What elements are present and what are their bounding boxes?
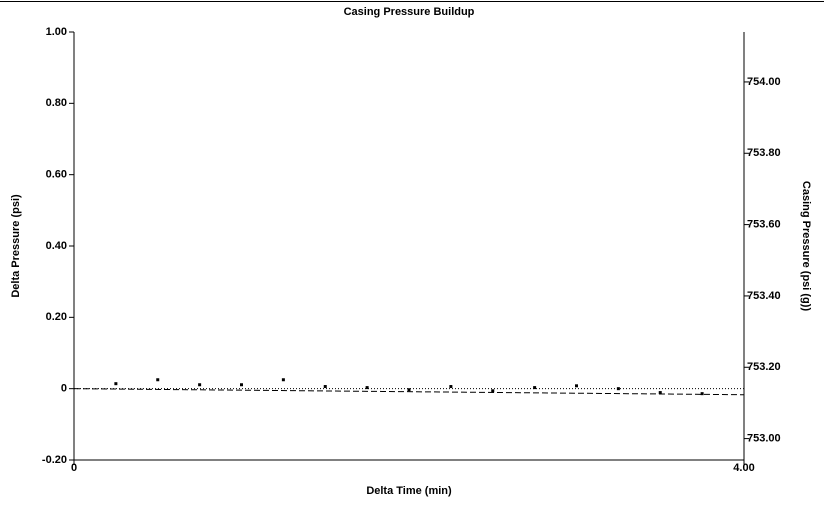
y-tick-label: 0.40: [46, 240, 67, 252]
x-tick-label: 0: [71, 462, 77, 474]
trend-line: [73, 388, 745, 396]
x-axis-label: Delta Time (min): [366, 485, 452, 497]
x-tick-label: 4.00: [733, 462, 754, 474]
data-point: [449, 385, 453, 389]
data-point: [156, 378, 160, 382]
y2-tick-label: 753.00: [747, 433, 781, 445]
y2-tick-label: 753.80: [747, 147, 781, 159]
data-point: [533, 386, 537, 390]
y-tick-label: 1.00: [46, 26, 67, 38]
y-axis-label: Delta Pressure (psi): [10, 194, 22, 298]
y2-tick-label: 754.00: [747, 76, 781, 88]
data-point: [491, 389, 495, 393]
data-point: [658, 391, 662, 395]
y-tick-label: 0.20: [46, 311, 67, 323]
y-tick-label: -0.20: [42, 454, 67, 466]
data-point: [281, 378, 285, 382]
y2-axis-label: Casing Pressure (psi (g)): [800, 181, 812, 312]
y-tick-label: 0.60: [46, 169, 67, 181]
y-tick-label: 0.80: [46, 97, 67, 109]
y2-tick-label: 753.60: [747, 219, 781, 231]
y2-tick-label: 753.40: [747, 290, 781, 302]
data-point: [700, 392, 704, 396]
data-point: [407, 388, 411, 392]
chart-title: Casing Pressure Buildup: [344, 6, 475, 18]
data-point: [365, 386, 369, 390]
data-point: [323, 385, 327, 389]
y-tick-label: 0: [61, 383, 67, 395]
data-point: [616, 387, 620, 391]
data-point: [575, 384, 578, 388]
y2-tick-label: 753.20: [747, 361, 781, 373]
data-point: [198, 383, 202, 387]
data-point: [240, 383, 243, 387]
data-point: [114, 382, 118, 386]
